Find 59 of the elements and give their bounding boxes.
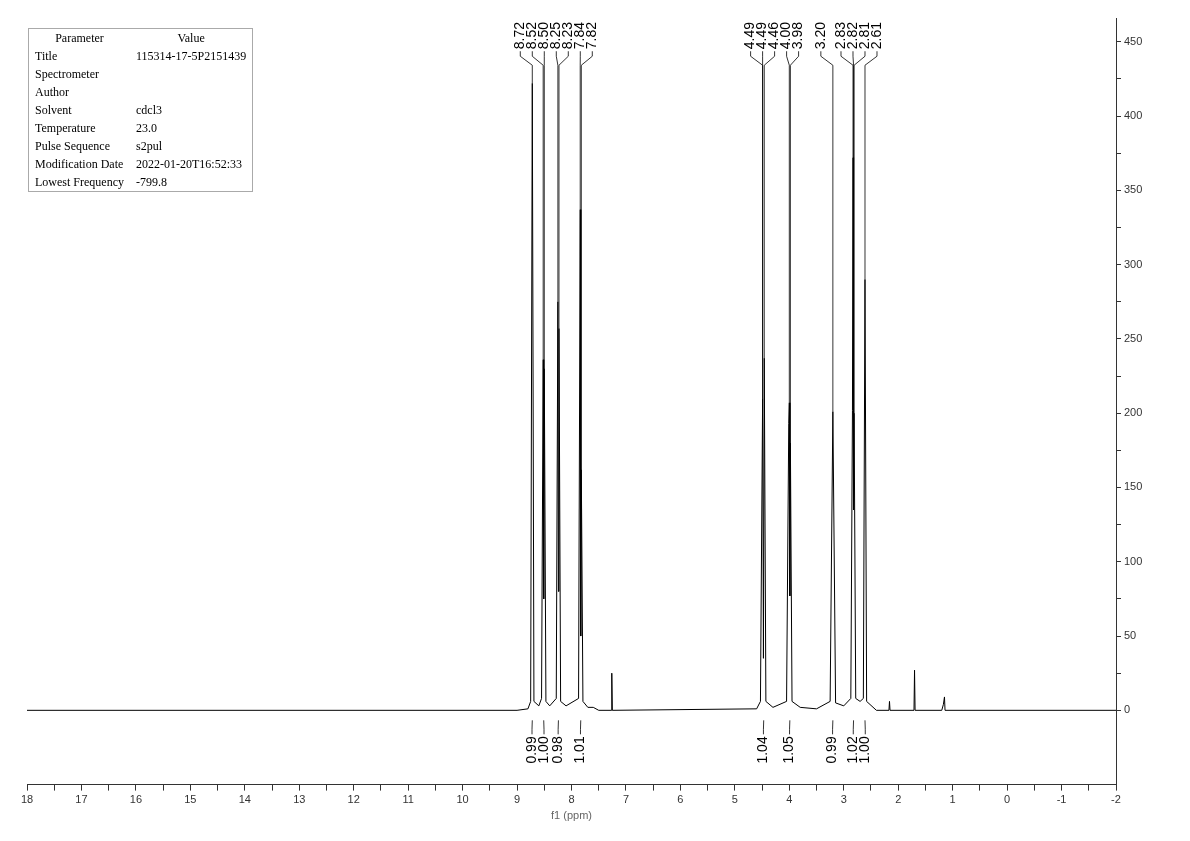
x-tick-label: 10 <box>456 793 469 806</box>
annotation: Modification Date <box>34 156 125 173</box>
x-tick-label: 5 <box>731 793 738 806</box>
annotation: 0.99 <box>823 736 840 764</box>
x-tick-label: 11 <box>402 793 414 806</box>
x-tick-label: 9 <box>513 793 521 806</box>
annotation: 3.98 <box>789 21 806 50</box>
x-tick-label: 18 <box>20 793 34 806</box>
annotation: 1.04 <box>754 736 771 764</box>
annotation: 2.83 <box>831 21 848 50</box>
x-tick-label: -2 <box>1111 793 1121 806</box>
y-tick-label: 0 <box>1124 703 1131 716</box>
annotation: Parameter <box>54 30 105 47</box>
y-tick-label: 300 <box>1124 257 1143 270</box>
x-tick-label: 15 <box>184 793 197 806</box>
y-tick-label: 200 <box>1124 406 1143 419</box>
annotation: -799.8 <box>135 174 168 191</box>
x-tick-label: 16 <box>129 793 143 806</box>
x-tick-label: 2 <box>895 793 902 806</box>
annotation: Title <box>34 48 59 65</box>
x-tick-label: 6 <box>677 793 684 806</box>
annotation: 1.00 <box>856 736 873 764</box>
annotation: Value <box>176 30 206 47</box>
y-tick-label: 100 <box>1124 554 1143 567</box>
annotation: Solvent <box>34 102 73 119</box>
annotation: 2022-01-20T16:52:33 <box>135 156 243 173</box>
annotation: cdcl3 <box>135 102 163 119</box>
y-tick-label: 400 <box>1124 109 1143 122</box>
annotation: 1.01 <box>571 736 588 764</box>
x-tick-label: 7 <box>622 793 630 806</box>
x-axis-title: f1 (ppm) <box>551 809 592 822</box>
x-tick-label: 12 <box>347 793 360 806</box>
x-tick-label: 8 <box>568 793 575 806</box>
annotation: s2pul <box>135 138 163 155</box>
y-tick-label: 250 <box>1124 331 1143 344</box>
annotation: Author <box>34 84 70 101</box>
x-tick-label: 13 <box>293 793 306 806</box>
x-tick-label: 3 <box>840 793 847 806</box>
y-tick-label: 150 <box>1124 480 1143 493</box>
x-tick-label: 17 <box>75 793 88 806</box>
annotation: 115314-17-5P2151439 <box>135 48 248 65</box>
annotation: 3.20 <box>811 21 828 50</box>
y-tick-label: 350 <box>1124 183 1143 196</box>
annotation: 7.82 <box>583 21 600 50</box>
annotation: Pulse Sequence <box>34 138 111 155</box>
annotation: Lowest Frequency <box>34 174 125 191</box>
x-tick-label: -1 <box>1056 793 1067 806</box>
x-tick-label: 1 <box>949 793 956 806</box>
annotation: 0.99 <box>522 736 539 764</box>
x-tick-label: 4 <box>786 793 793 806</box>
annotation: 23.0 <box>135 120 158 137</box>
x-tick-label: 0 <box>1004 793 1011 806</box>
annotation: Spectrometer <box>34 66 100 83</box>
annotation: 0.98 <box>549 736 566 764</box>
x-tick-label: 14 <box>238 793 251 806</box>
annotation: Temperature <box>34 120 97 137</box>
annotation: 1.05 <box>780 736 797 764</box>
y-tick-label: 50 <box>1124 629 1137 642</box>
y-tick-label: 450 <box>1124 34 1143 47</box>
